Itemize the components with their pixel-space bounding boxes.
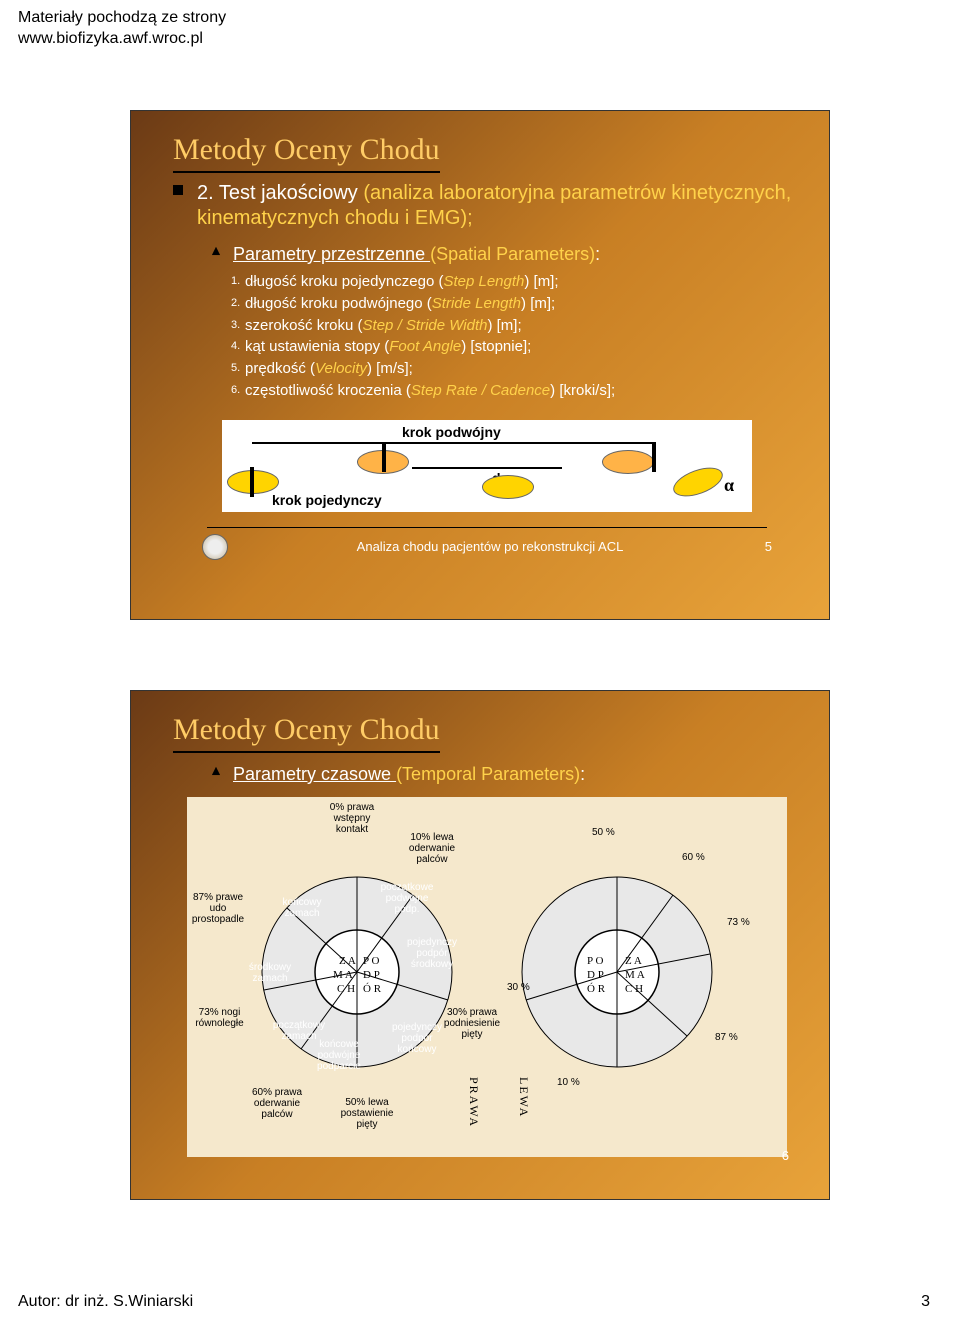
header-line2: www.biofizyka.awf.wroc.pl	[18, 29, 226, 50]
slide1-subheading: Parametry przestrzenne (Spatial Paramete…	[209, 241, 801, 267]
slide1-number: 5	[752, 539, 772, 554]
svg-text:C H: C H	[625, 983, 643, 995]
diagram-line	[412, 467, 562, 469]
slide-divider	[207, 527, 767, 528]
slide2-number: 6	[782, 1148, 789, 1163]
bullet-icon	[173, 185, 183, 195]
foot-icon	[669, 461, 726, 501]
page-footer: Autor: dr inż. S.Winiarski 3	[18, 1293, 930, 1311]
svg-text:P O: P O	[363, 955, 379, 967]
slide1-footer-text: Analiza chodu pacjentów po rekonstrukcji…	[357, 539, 624, 554]
subhead-yellow: (Spatial Parameters)	[430, 244, 595, 264]
cycle-label-prawa: PRAWA	[467, 1077, 480, 1128]
svg-text:D P: D P	[587, 969, 604, 981]
cycle-label: 50% lewa postawienie pięty	[332, 1097, 402, 1130]
cycle-label: początkowy zamach	[269, 1020, 329, 1042]
list-item: 2.długość kroku podwójnego (Stride Lengt…	[231, 293, 801, 315]
subhead2-yellow: (Temporal Parameters)	[396, 764, 580, 784]
cycle-label: końcowy zamach	[277, 897, 327, 919]
step-diagram: krok podwójny krok pojedynczy d α	[222, 420, 752, 512]
cycle-label: 30 %	[507, 982, 530, 993]
logo-icon	[202, 534, 228, 560]
cycle-label: pojedynczy podpór końcowy	[387, 1022, 447, 1055]
subhead2-colon: :	[580, 764, 585, 784]
svg-text:P O: P O	[587, 955, 603, 967]
list-item: 6.częstotliwość kroczenia (Step Rate / C…	[231, 380, 801, 402]
slide-2: Metody Oceny Chodu Parametry czasowe (Te…	[130, 690, 830, 1200]
diagram-bottom-label: krok pojedynczy	[272, 492, 382, 508]
cycle-label: 73% nogi równoległe	[192, 1007, 247, 1029]
diagram-top-label: krok podwójny	[402, 424, 501, 440]
svg-text:D P: D P	[363, 969, 380, 981]
foot-icon	[482, 475, 534, 499]
cycle-label: 10% lewa oderwanie palców	[402, 832, 462, 865]
diagram-alpha: α	[724, 475, 734, 496]
slide1-title-row: Metody Oceny Chodu	[173, 133, 801, 181]
slide1-footer: Analiza chodu pacjentów po rekonstrukcji…	[202, 534, 772, 560]
subhead-white: Parametry przestrzenne	[233, 244, 430, 264]
footer-page: 3	[921, 1293, 930, 1311]
list-item: 5.prędkość (Velocity) [m/s];	[231, 358, 801, 380]
svg-text:M A: M A	[333, 969, 353, 981]
slide1-main-text: 2. Test jakościowy (analiza laboratoryjn…	[197, 181, 801, 231]
main-prefix: 2. Test jakościowy	[197, 182, 363, 204]
svg-text:Ó R: Ó R	[363, 983, 382, 995]
slide1-sublist: 1.długość kroku pojedynczego (Step Lengt…	[231, 271, 801, 402]
cycle-label: 60 %	[682, 852, 705, 863]
svg-text:C H: C H	[337, 983, 355, 995]
subhead2-white: Parametry czasowe	[233, 764, 396, 784]
cycle-label: pojedynczy podpór środkowy	[402, 937, 462, 970]
svg-text:Z A: Z A	[339, 955, 356, 967]
slide2-title: Metody Oceny Chodu	[173, 713, 440, 753]
cycle-label: 73 %	[727, 917, 750, 928]
cycle-label: 50 %	[592, 827, 615, 838]
diagram-line	[252, 442, 652, 444]
slide2-title-row: Metody Oceny Chodu	[173, 713, 801, 761]
cycle-label: 30% prawa podniesienie pięty	[437, 1007, 507, 1040]
slide1-main-bullet: 2. Test jakościowy (analiza laboratoryjn…	[173, 181, 801, 231]
header-line1: Materiały pochodzą ze strony	[18, 8, 226, 29]
cycle-label: 10 %	[557, 1077, 580, 1088]
list-item: 3.szerokość kroku (Step / Stride Width) …	[231, 315, 801, 337]
svg-text:M A: M A	[625, 969, 645, 981]
slide2-subheading: Parametry czasowe (Temporal Parameters):	[209, 761, 801, 787]
svg-text:Ó R: Ó R	[587, 983, 606, 995]
diagram-line	[250, 467, 254, 497]
cycle-label: 60% prawa oderwanie palców	[242, 1087, 312, 1120]
document-header: Materiały pochodzą ze strony www.biofizy…	[18, 8, 226, 50]
diagram-line	[652, 442, 656, 472]
cycle-label-lewa: LEWA	[517, 1077, 530, 1118]
cycle-label: 87 %	[715, 1032, 738, 1043]
foot-icon	[602, 450, 654, 474]
list-item: 4.kąt ustawienia stopy (Foot Angle) [sto…	[231, 336, 801, 358]
subhead-colon: :	[595, 244, 600, 264]
cycle-label: środkowy zamach	[245, 962, 295, 984]
gait-cycle-diagram: Z A M A C H P O D P Ó R P	[187, 797, 787, 1157]
diagram-line	[382, 442, 386, 472]
slide1-title: Metody Oceny Chodu	[173, 133, 440, 173]
cycle-label: końcowe podwójne podparcie	[309, 1039, 369, 1072]
slide-1: Metody Oceny Chodu 2. Test jakościowy (a…	[130, 110, 830, 620]
svg-text:Z A: Z A	[625, 955, 642, 967]
cycle-label: początkowe podwójne podp.	[377, 882, 437, 915]
cycle-label: 87% prawe udo prostopadle	[189, 892, 247, 925]
list-item: 1.długość kroku pojedynczego (Step Lengt…	[231, 271, 801, 293]
cycle-label: 0% prawa wstępny kontakt	[322, 802, 382, 835]
footer-author: Autor: dr inż. S.Winiarski	[18, 1293, 193, 1311]
